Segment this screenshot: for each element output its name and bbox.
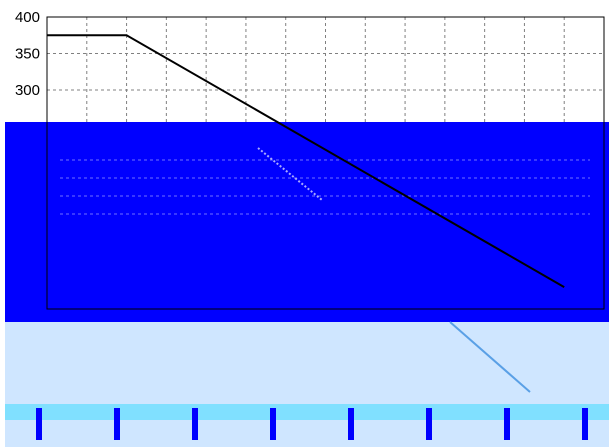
y-tick-labels: 400 350 300	[15, 9, 40, 99]
corrupted-glitch-bar	[504, 408, 510, 440]
corrupted-glitch-bar	[114, 408, 120, 440]
corrupted-glitch-bar	[426, 408, 432, 440]
corrupted-glitch-bar	[192, 408, 198, 440]
corrupted-glitch-bar	[348, 408, 354, 440]
corrupted-glitch-bar	[582, 408, 588, 440]
corrupted-glitch-bar	[36, 408, 42, 440]
image-corruption-overlay	[5, 122, 609, 447]
corrupted-strip	[5, 122, 609, 130]
corrupted-cyan-strip	[5, 404, 609, 420]
corrupted-bottom-strip	[5, 420, 609, 447]
corrupted-line-trace	[257, 147, 323, 201]
corrupted-line-trace	[449, 321, 531, 393]
plot-area-border	[46, 16, 605, 310]
y-tick-label: 400	[15, 9, 40, 26]
y-tick-label: 350	[15, 46, 40, 63]
corrupted-block	[5, 128, 609, 326]
y-tick-label: 300	[15, 82, 40, 99]
corrupted-glitch-bar	[270, 408, 276, 440]
corrupted-light-block	[5, 322, 609, 406]
